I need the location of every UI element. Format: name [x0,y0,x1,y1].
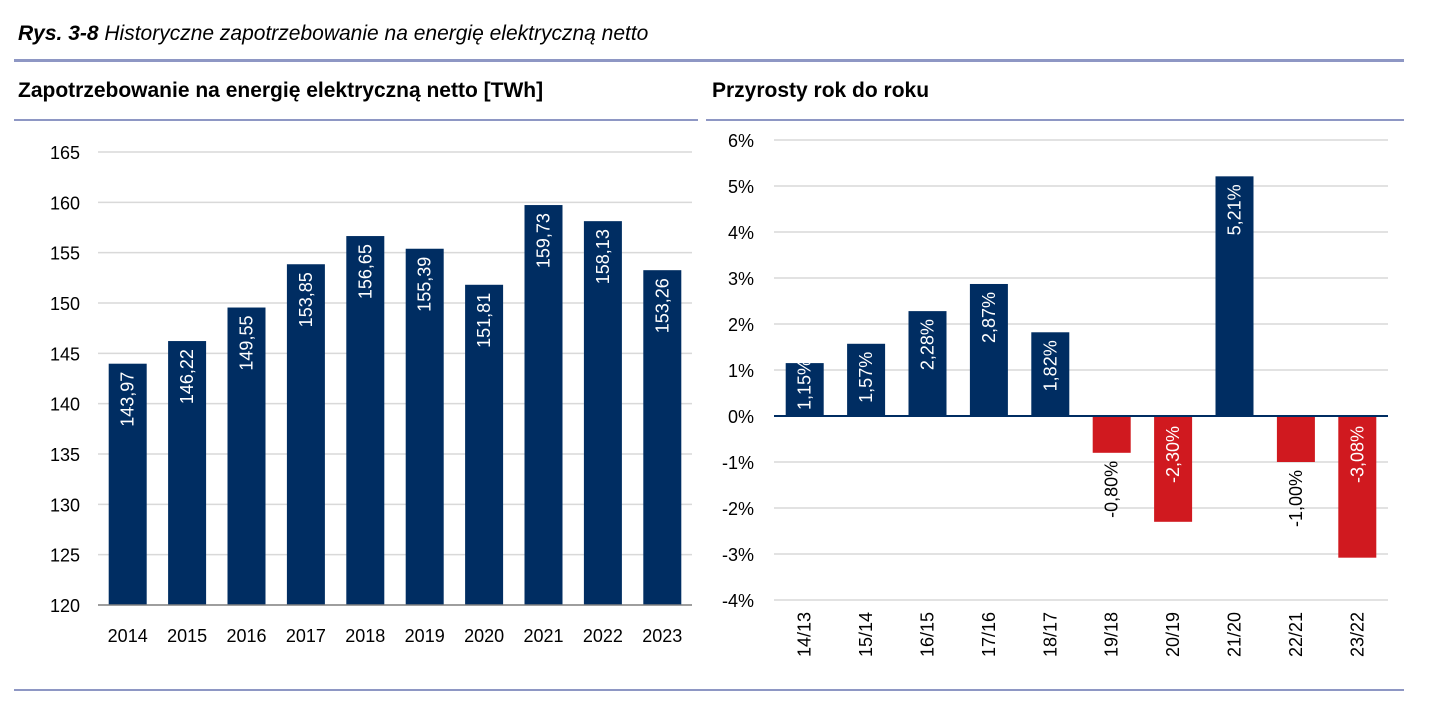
left-bar [465,284,504,605]
left-ytick-label: 155 [50,244,80,264]
right-ytick-label: -2% [722,499,754,519]
right-bar-value-label: 1,15% [795,359,815,410]
left-bar-value-label: 156,65 [355,244,375,299]
right-ytick-label: 4% [728,223,754,243]
right-chart: -4% -3% -2% -1% 0% 1% 2% 3% 4% 5% 6% 1,15% 14/13 1,57… [722,131,1388,657]
left-bar-value-label: 159,73 [534,213,554,268]
right-ytick-label: 0% [728,407,754,427]
left-bar-value-label: 158,13 [593,229,613,284]
right-xtick-label: 19/18 [1102,612,1122,657]
left-xtick-label: 2017 [286,626,326,646]
right-bar-positive [785,363,824,416]
right-bar-positive [908,311,947,416]
left-bar [227,307,266,605]
right-ytick-label: -1% [722,453,754,473]
left-ytick-label: 130 [50,495,80,515]
right-bar-negative [1092,416,1131,453]
right-xtick-label: 14/13 [795,612,815,657]
right-bar-positive [847,343,886,416]
right-bar-negative [1276,416,1315,462]
right-xtick-label: 23/22 [1347,612,1367,657]
right-ytick-label: 2% [728,315,754,335]
right-bar-value-label: -1,00% [1286,470,1306,527]
figure-caption: Rys. 3-8 Historyczne zapotrzebowanie na … [18,22,648,46]
left-chart: 120 125 130 135 140 145 150 155 160 165 143,97 2014… [50,143,692,646]
left-ytick-label: 140 [50,395,80,415]
left-bar [168,341,207,605]
right-xtick-label: 20/19 [1163,612,1183,657]
left-xtick-label: 2020 [464,626,504,646]
left-ytick-label: 145 [50,344,80,364]
right-xtick-label: 22/21 [1286,612,1306,657]
left-xtick-label: 2018 [345,626,385,646]
right-bar-value-label: 2,28% [918,319,938,370]
left-bar-value-label: 155,39 [415,257,435,312]
left-ytick-label: 135 [50,445,80,465]
left-bar-value-label: 146,22 [177,349,197,404]
left-bar [643,270,682,605]
right-bar-value-label: 5,21% [1225,184,1245,235]
title-rule-right [706,119,1404,121]
left-xtick-label: 2022 [583,626,623,646]
left-ytick-label: 165 [50,143,80,163]
right-xtick-label: 16/15 [918,612,938,657]
right-ytick-label: -4% [722,591,754,611]
right-bar-positive [1031,332,1070,416]
left-bar-value-label: 149,55 [237,316,257,371]
right-xtick-label: 15/14 [856,612,876,657]
left-xtick-label: 2019 [405,626,445,646]
right-ytick-label: 1% [728,361,754,381]
right-bar-value-label: 1,57% [856,352,876,403]
left-ytick-label: 160 [50,193,80,213]
left-xtick-label: 2016 [226,626,266,646]
right-xtick-label: 21/20 [1225,612,1245,657]
right-bar-value-label: -0,80% [1102,461,1122,518]
right-bar-negative [1154,416,1193,522]
right-ytick-label: -3% [722,545,754,565]
title-rule-left [14,119,698,121]
left-ytick-label: 125 [50,546,80,566]
right-bar-value-label: -2,30% [1163,426,1183,483]
left-chart-title: Zapotrzebowanie na energię elektryczną n… [18,79,544,102]
left-bar [108,363,147,605]
right-chart-title: Przyrosty rok do roku [712,79,930,102]
top-rule [14,59,1404,62]
right-xtick-label: 17/16 [979,612,999,657]
left-bar-value-label: 143,97 [118,372,138,427]
left-bar [524,205,563,605]
right-bar-value-label: 2,87% [979,292,999,343]
right-ytick-label: 6% [728,131,754,151]
right-bar-negative [1338,416,1377,558]
left-bar [583,221,622,605]
left-bar [346,236,385,605]
left-bar [405,248,444,605]
left-bar-value-label: 153,85 [296,272,316,327]
left-bar-value-label: 151,81 [474,293,494,348]
figure-label: Rys. 3-8 [18,22,99,45]
right-bar-value-label: 1,82% [1040,340,1060,391]
right-ytick-label: 5% [728,177,754,197]
left-ytick-label: 120 [50,596,80,616]
left-ytick-label: 150 [50,294,80,314]
left-xtick-label: 2014 [108,626,148,646]
left-bar-value-label: 153,26 [652,278,672,333]
right-ytick-label: 3% [728,269,754,289]
left-xtick-label: 2021 [523,626,563,646]
right-bar-value-label: -3,08% [1347,426,1367,483]
left-xtick-label: 2015 [167,626,207,646]
left-xtick-label: 2023 [642,626,682,646]
figure-title: Historyczne zapotrzebowanie na energię e… [104,22,649,45]
right-bar-positive [969,283,1008,416]
right-xtick-label: 18/17 [1040,612,1060,657]
left-bar [286,264,325,605]
right-bar-positive [1215,176,1254,416]
bottom-rule [14,689,1404,691]
